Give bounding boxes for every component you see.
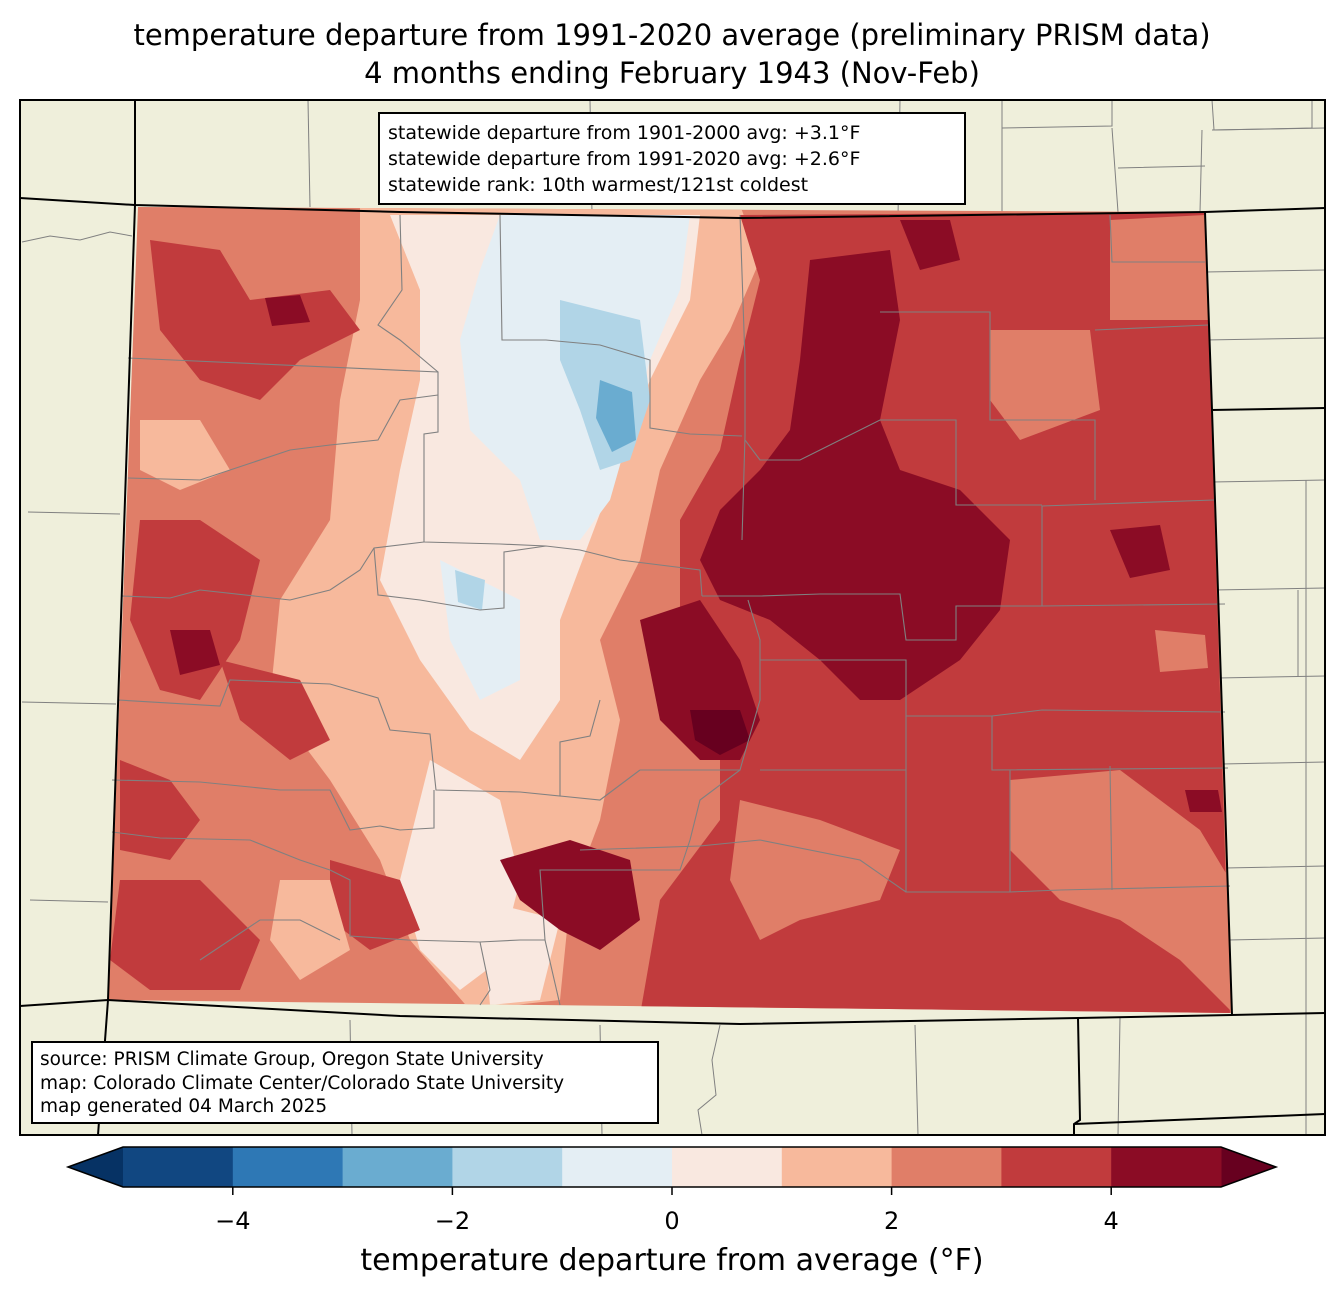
colorbar-bin-8: [1001, 1147, 1112, 1187]
colorbar-bin-3: [452, 1147, 563, 1187]
colorbar-extend-high: [1221, 1147, 1276, 1187]
colorado-departure-field: [108, 207, 1232, 1013]
map-generated-date: map generated 04 March 2025: [40, 1096, 328, 1117]
colorbar-bin-4: [562, 1147, 673, 1187]
statewide-stats-box: statewide departure from 1901-2000 avg: …: [378, 112, 966, 205]
colorbar-bin-9: [1111, 1147, 1222, 1187]
colorbar-bin-5: [672, 1147, 783, 1187]
colorbar-outline: [65, 1146, 1279, 1188]
colorbar: −4 −2 0 2 4: [65, 1146, 1279, 1235]
colorbar-extend-low: [68, 1147, 123, 1187]
colorbar-tick-label: 2: [884, 1207, 899, 1235]
stats-departure-1901-2000: statewide departure from 1901-2000 avg: …: [388, 122, 861, 144]
map-title-line2: 4 months ending February 1943 (Nov-Feb): [364, 56, 980, 90]
colorbar-tick-label: −4: [215, 1207, 250, 1235]
source-credit: source: PRISM Climate Group, Oregon Stat…: [40, 1049, 544, 1070]
source-credits-box: source: PRISM Climate Group, Oregon Stat…: [31, 1041, 659, 1124]
colorbar-tick-label: 0: [664, 1207, 679, 1235]
map-title-line1: temperature departure from 1991-2020 ave…: [133, 18, 1211, 52]
stats-rank: statewide rank: 10th warmest/121st colde…: [388, 174, 809, 196]
colorbar-tick-label: 4: [1104, 1207, 1119, 1235]
colorbar-bin-7: [891, 1147, 1002, 1187]
colorado-county-lines: [111, 214, 1231, 1006]
colorbar-bin-0: [123, 1147, 234, 1187]
colorbar-label: temperature departure from average (°F): [360, 1243, 984, 1278]
colorbar-bin-6: [781, 1147, 893, 1187]
map-credit: map: Colorado Climate Center/Colorado St…: [40, 1072, 565, 1094]
stats-departure-1991-2020: statewide departure from 1991-2020 avg: …: [388, 148, 861, 170]
colorbar-bin-2: [342, 1147, 453, 1187]
colorbar-tick-label: −2: [435, 1207, 470, 1235]
map-frame: [19, 99, 1326, 1136]
colorbar-bin-1: [232, 1147, 344, 1187]
